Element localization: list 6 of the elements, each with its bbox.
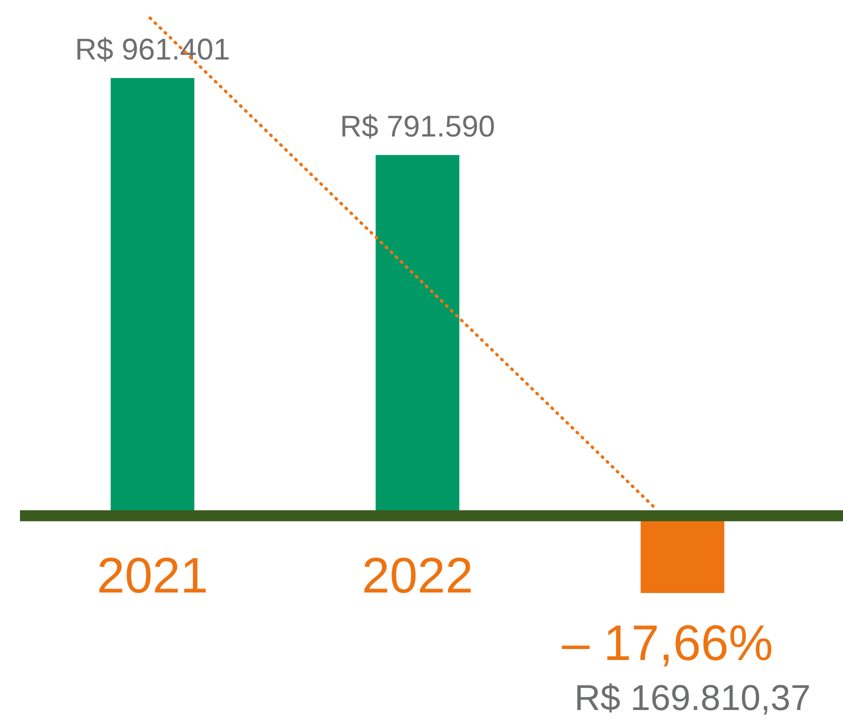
x-tick-label: 2022: [362, 547, 474, 604]
data-label: R$ 961.401: [74, 33, 230, 66]
data-label: R$ 791.590: [340, 110, 496, 144]
x-tick-label: 2021: [96, 547, 208, 604]
data-label: R$ 169.810,37: [574, 676, 811, 718]
x-tick-label: – 17,66%: [562, 614, 774, 671]
